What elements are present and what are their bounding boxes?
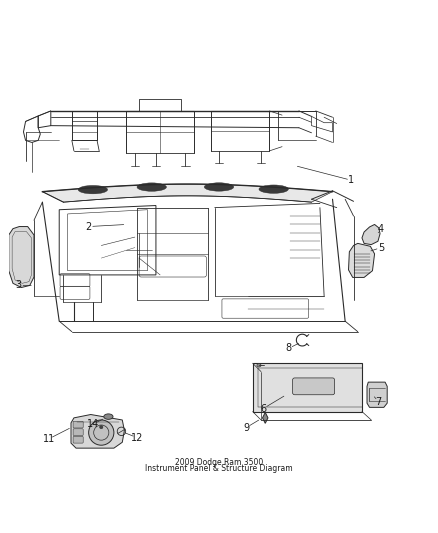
- Text: Instrument Panel & Structure Diagram: Instrument Panel & Structure Diagram: [145, 464, 293, 473]
- FancyBboxPatch shape: [73, 437, 83, 443]
- Text: 2: 2: [85, 222, 92, 231]
- Polygon shape: [71, 415, 124, 448]
- FancyBboxPatch shape: [73, 421, 83, 428]
- Ellipse shape: [259, 185, 288, 193]
- Polygon shape: [349, 244, 374, 278]
- Ellipse shape: [257, 364, 261, 367]
- Text: 7: 7: [376, 397, 382, 407]
- FancyBboxPatch shape: [73, 429, 83, 435]
- Text: 6: 6: [260, 403, 266, 414]
- Text: 8: 8: [285, 343, 291, 353]
- Text: 4: 4: [378, 224, 384, 233]
- Ellipse shape: [137, 183, 166, 191]
- Polygon shape: [362, 224, 380, 245]
- Polygon shape: [9, 227, 34, 287]
- Text: 3: 3: [16, 280, 22, 290]
- Ellipse shape: [204, 183, 234, 191]
- Circle shape: [99, 425, 103, 429]
- Polygon shape: [262, 413, 268, 423]
- Ellipse shape: [104, 414, 113, 419]
- Circle shape: [88, 420, 114, 445]
- Text: 11: 11: [42, 434, 55, 444]
- Polygon shape: [42, 184, 332, 202]
- Text: 5: 5: [378, 243, 384, 253]
- Polygon shape: [253, 363, 362, 411]
- FancyBboxPatch shape: [293, 378, 335, 395]
- Ellipse shape: [78, 185, 108, 194]
- Text: 2009 Dodge Ram 3500: 2009 Dodge Ram 3500: [175, 458, 263, 467]
- Polygon shape: [367, 382, 387, 407]
- Text: 14: 14: [87, 419, 99, 429]
- Text: 12: 12: [131, 433, 143, 442]
- Text: 1: 1: [348, 175, 354, 185]
- Text: 9: 9: [243, 423, 249, 433]
